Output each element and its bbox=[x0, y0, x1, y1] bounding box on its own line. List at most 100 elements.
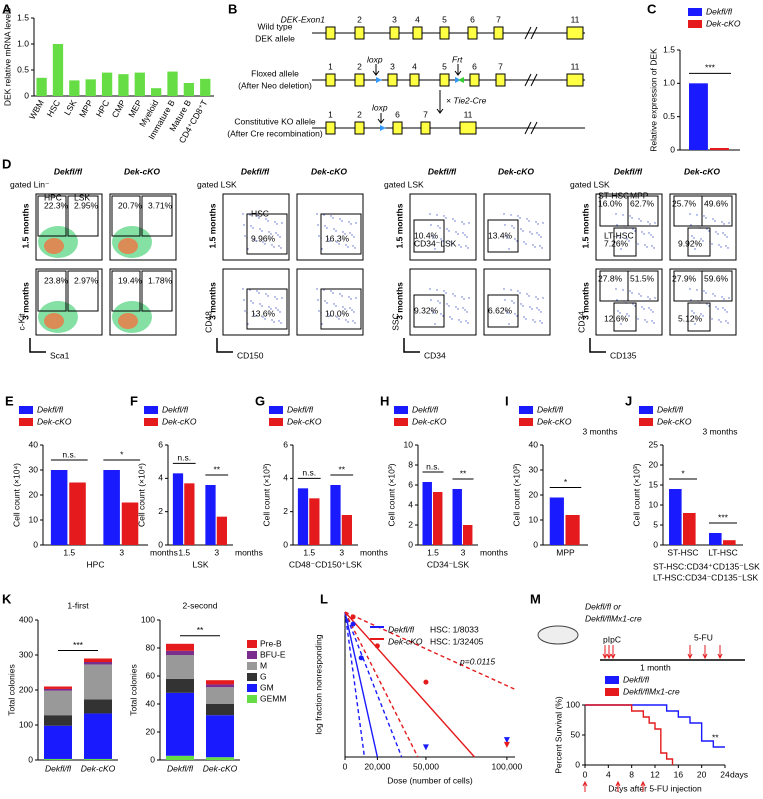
bar-segment bbox=[84, 662, 112, 665]
exon-number: 11 bbox=[571, 61, 580, 71]
legend-label: Pre-B bbox=[260, 638, 282, 648]
event bbox=[468, 297, 470, 299]
event bbox=[523, 241, 525, 243]
legend-label: GM bbox=[260, 682, 274, 692]
flow-x-axis: CD135 bbox=[610, 350, 637, 360]
x-tick-label: MPP bbox=[77, 98, 95, 119]
event bbox=[341, 295, 343, 297]
bar bbox=[101, 72, 113, 96]
event bbox=[271, 244, 273, 246]
event bbox=[350, 223, 352, 225]
bar-segment bbox=[44, 686, 72, 689]
legend-swatch bbox=[144, 406, 158, 414]
event bbox=[318, 310, 320, 312]
event bbox=[273, 246, 275, 248]
event bbox=[728, 222, 730, 224]
event bbox=[522, 305, 524, 307]
exon bbox=[459, 121, 477, 135]
event bbox=[327, 238, 329, 240]
percent-label: 59.6% bbox=[704, 273, 729, 283]
event bbox=[455, 306, 457, 308]
exon bbox=[420, 121, 431, 135]
gate bbox=[67, 270, 99, 312]
event bbox=[513, 227, 515, 229]
legend-swatch bbox=[19, 418, 33, 426]
event bbox=[448, 230, 450, 232]
legend-label: Dekfl/fl bbox=[287, 404, 314, 414]
gate-name: LT-HSC bbox=[604, 230, 634, 240]
gate-label: gated LSK bbox=[197, 179, 237, 189]
axis-arrow bbox=[589, 338, 606, 353]
event bbox=[640, 295, 642, 297]
y-tick-label: 0 bbox=[408, 539, 413, 549]
line bbox=[344, 611, 516, 690]
y-tick-label: 0 bbox=[150, 754, 155, 764]
significance: n.s. bbox=[177, 453, 191, 463]
event bbox=[431, 310, 433, 312]
injection-arrow bbox=[640, 780, 646, 792]
arrow bbox=[377, 113, 385, 124]
frt bbox=[458, 77, 464, 83]
x-tick-label: 20,000 bbox=[364, 761, 390, 771]
y-tick-label: 40 bbox=[146, 698, 156, 708]
flow-plot bbox=[483, 268, 551, 336]
y-tick-label: 30 bbox=[29, 464, 39, 474]
event bbox=[522, 230, 524, 232]
significance: *** bbox=[705, 63, 716, 73]
event bbox=[517, 215, 519, 217]
panel-label: G bbox=[255, 393, 265, 408]
footnote: LT-HSC:CD34⁻CD135⁻LSK bbox=[653, 572, 759, 582]
event bbox=[277, 234, 279, 236]
x-tick-label: Dekfl/fl bbox=[167, 763, 194, 773]
event bbox=[536, 307, 538, 309]
event bbox=[702, 240, 704, 242]
y-tick-label: 20 bbox=[649, 459, 659, 469]
injection-arrow bbox=[615, 780, 621, 792]
event bbox=[323, 289, 325, 291]
scheme-text: 5-FU bbox=[694, 632, 713, 642]
event bbox=[519, 217, 521, 219]
exon-number: 3 bbox=[392, 14, 397, 24]
y-tick-label: 1.0 bbox=[663, 78, 675, 88]
legend-label: Dek-cKO bbox=[657, 416, 692, 426]
legend-swatch bbox=[688, 20, 702, 28]
event bbox=[276, 298, 278, 300]
y-tick-label: 25 bbox=[649, 439, 659, 449]
event bbox=[525, 243, 527, 245]
flow-x-axis: CD150 bbox=[237, 350, 264, 360]
x-axis-label: CD48⁻CD150⁺LSK bbox=[289, 559, 363, 569]
event bbox=[316, 213, 318, 215]
arrow bbox=[454, 64, 462, 76]
column-label: Dek-cKO bbox=[498, 166, 534, 176]
event bbox=[253, 238, 255, 240]
event bbox=[714, 220, 716, 222]
event bbox=[727, 247, 729, 249]
scheme-text: Dekfl/fl or bbox=[585, 601, 622, 611]
flow-plot bbox=[296, 268, 364, 336]
y-tick-label: 80 bbox=[146, 642, 156, 652]
event bbox=[516, 240, 518, 242]
x-tick-label: HPC bbox=[94, 98, 112, 119]
event bbox=[430, 299, 432, 301]
exon bbox=[389, 26, 400, 40]
x-tick-label: 3 bbox=[461, 547, 466, 557]
event bbox=[329, 240, 331, 242]
y-tick-label: 100 bbox=[566, 699, 580, 709]
exon-number: 3 bbox=[390, 61, 395, 71]
column-label: Dekfl/fl bbox=[54, 166, 83, 176]
gate bbox=[413, 219, 445, 253]
event bbox=[242, 213, 244, 215]
event bbox=[691, 235, 693, 237]
event bbox=[258, 292, 260, 294]
event bbox=[535, 221, 537, 223]
y-tick-label: 1.5 bbox=[663, 44, 675, 54]
event bbox=[452, 218, 454, 220]
legend-label: Dek-cKO bbox=[287, 416, 322, 426]
x-tick-label: 24 bbox=[720, 769, 730, 779]
exon-number: 1 bbox=[328, 109, 333, 119]
footnote: ST-HSC:CD34⁺CD135⁻LSK bbox=[653, 561, 760, 571]
event bbox=[715, 306, 717, 308]
x-unit: months bbox=[150, 547, 178, 557]
gate bbox=[487, 219, 519, 253]
event bbox=[616, 299, 618, 301]
